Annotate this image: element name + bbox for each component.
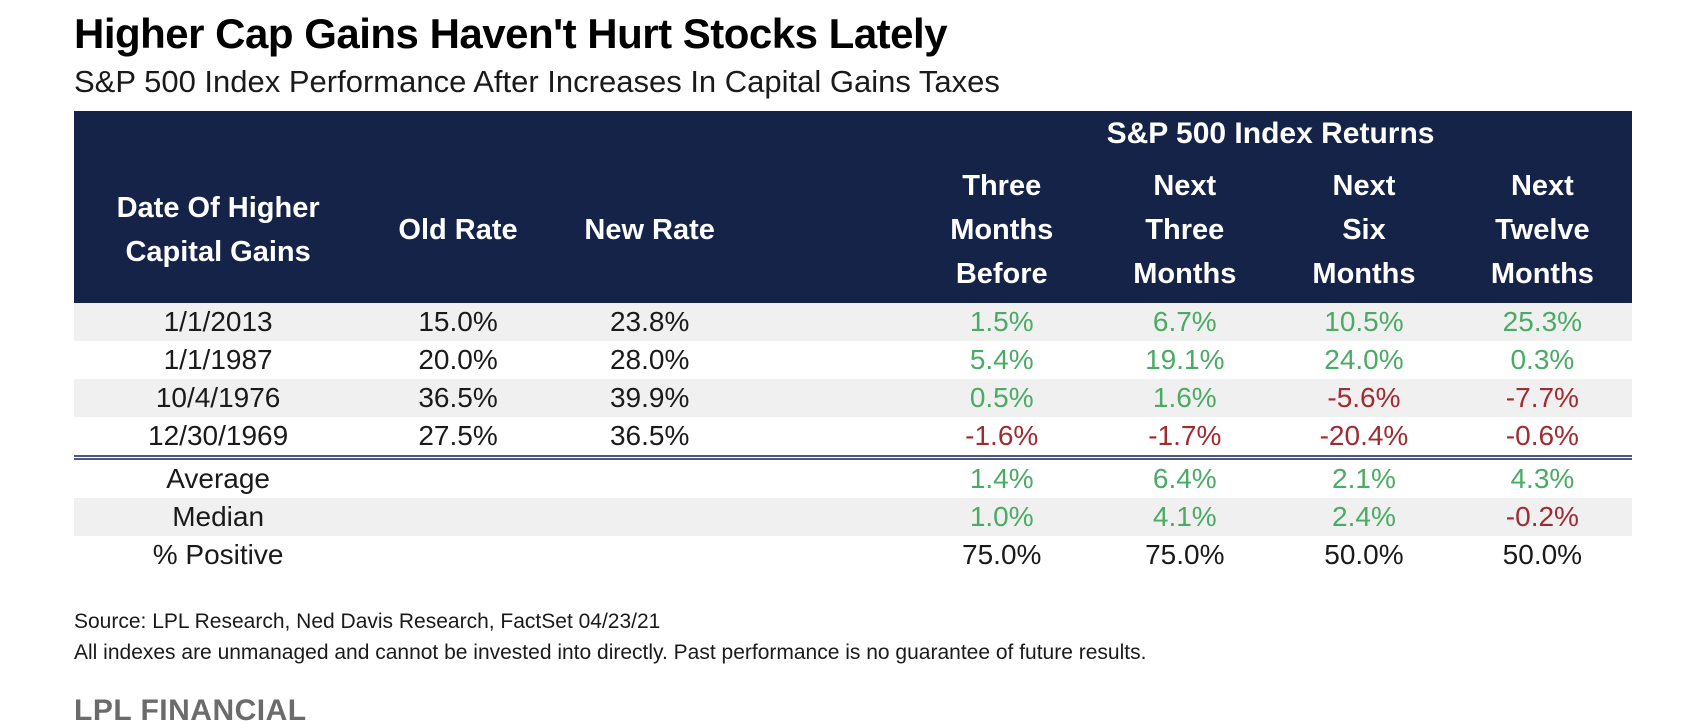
summary-row-pct-positive: % Positive 75.0% 75.0% 50.0% 50.0% [74, 536, 1632, 574]
group-header-spacer [74, 111, 910, 158]
return-cell: -5.6% [1275, 379, 1453, 418]
date-cell: 1/1/2013 [74, 303, 363, 342]
return-cell: 75.0% [962, 539, 1042, 571]
return-cell: -0.2% [1452, 498, 1632, 537]
old-rate-cell: 20.0% [418, 344, 498, 376]
new-rate-cell: 39.9% [553, 379, 746, 418]
return-cell: 1.5% [909, 303, 1095, 342]
return-cell: 75.0% [1145, 539, 1225, 571]
page-title: Higher Cap Gains Haven't Hurt Stocks Lat… [74, 10, 948, 57]
empty-cell [554, 536, 746, 574]
date-cell: 10/4/1976 [74, 379, 363, 418]
summary-label: Average [74, 455, 363, 499]
empty-cell [362, 455, 554, 499]
return-cell: 2.4% [1275, 498, 1453, 537]
return-cell: -7.7% [1452, 379, 1632, 418]
column-header-row: Date Of Higher Capital Gains Old Rate Ne… [74, 157, 1632, 304]
col-header-spacer [745, 157, 910, 304]
table-header: S&P 500 Index Returns Date Of Higher Cap… [74, 111, 1632, 304]
return-cell: -20.4% [1319, 420, 1409, 452]
return-cell: -0.6% [1505, 420, 1579, 452]
spacer-cell [745, 455, 910, 499]
spacer-cell [745, 536, 909, 574]
col-header-date: Date Of Higher Capital Gains [74, 157, 363, 304]
old-rate-cell: 36.5% [362, 379, 554, 418]
lpl-financial-logo: LPL FINANCIAL [74, 694, 307, 728]
return-cell: 1.6% [1094, 379, 1276, 418]
return-cell: 25.3% [1452, 303, 1632, 342]
spacer-cell [745, 379, 910, 418]
return-cell: -1.7% [1148, 420, 1222, 452]
summary-row-average: Average 1.4% 6.4% 2.1% 4.3% [74, 455, 1632, 499]
col-header-new-rate: New Rate [553, 157, 746, 304]
return-cell: 1.4% [909, 455, 1095, 499]
new-rate-cell: 36.5% [609, 420, 690, 452]
col-header-three-months-before: Three Months Before [909, 157, 1095, 304]
return-cell: 1.0% [909, 498, 1095, 537]
spacer-cell [745, 303, 910, 342]
return-cell: 24.0% [1324, 344, 1404, 376]
return-cell: 6.7% [1094, 303, 1276, 342]
spacer-cell [745, 341, 909, 379]
return-cell: 5.4% [969, 344, 1034, 376]
spacer-cell [745, 498, 910, 537]
group-header-cell: S&P 500 Index Returns [909, 111, 1632, 158]
group-header-row: S&P 500 Index Returns [74, 111, 1632, 158]
empty-cell [362, 498, 554, 537]
table-row: 12/30/1969 27.5% 36.5% -1.6% -1.7% -20.4… [74, 417, 1632, 458]
table-row: 10/4/1976 36.5% 39.9% 0.5% 1.6% -5.6% -7… [74, 379, 1632, 418]
summary-label: Median [74, 498, 363, 537]
return-cell: 50.0% [1502, 539, 1583, 571]
returns-table: S&P 500 Index Returns Date Of Higher Cap… [74, 111, 1632, 574]
summary-label: % Positive [152, 539, 284, 571]
date-cell: 1/1/1987 [163, 344, 273, 376]
new-rate-cell: 28.0% [609, 344, 690, 376]
return-cell: 19.1% [1145, 344, 1225, 376]
return-cell: 0.5% [909, 379, 1095, 418]
table-body: 1/1/2013 15.0% 23.8% 1.5% 6.7% 10.5% 25.… [74, 303, 1632, 574]
col-header-next-six-months: Next Six Months [1275, 157, 1453, 304]
return-cell: 4.3% [1452, 455, 1632, 499]
disclaimer-line: All indexes are unmanaged and cannot be … [74, 641, 1147, 665]
empty-cell [362, 536, 554, 574]
return-cell: 10.5% [1275, 303, 1453, 342]
old-rate-cell: 27.5% [418, 420, 498, 452]
return-cell: 0.3% [1510, 344, 1575, 376]
return-cell: -1.6% [965, 420, 1039, 452]
summary-row-median: Median 1.0% 4.1% 2.4% -0.2% [74, 498, 1632, 537]
page-subtitle: S&P 500 Index Performance After Increase… [74, 64, 1000, 100]
table-row: 1/1/2013 15.0% 23.8% 1.5% 6.7% 10.5% 25.… [74, 303, 1632, 342]
return-cell: 6.4% [1094, 455, 1276, 499]
spacer-cell [745, 417, 909, 458]
empty-cell [553, 455, 746, 499]
col-header-old-rate: Old Rate [362, 157, 554, 304]
col-header-next-three-months: Next Three Months [1094, 157, 1276, 304]
source-line: Source: LPL Research, Ned Davis Research… [74, 610, 661, 634]
old-rate-cell: 15.0% [362, 303, 554, 342]
return-cell: 2.1% [1275, 455, 1453, 499]
new-rate-cell: 23.8% [553, 303, 746, 342]
col-header-next-twelve-months: Next Twelve Months [1452, 157, 1632, 304]
return-cell: 4.1% [1094, 498, 1276, 537]
return-cell: 50.0% [1324, 539, 1404, 571]
source-block: Source: LPL Research, Ned Davis Research… [74, 606, 1632, 668]
empty-cell [553, 498, 746, 537]
table-row: 1/1/1987 20.0% 28.0% 5.4% 19.1% 24.0% 0.… [74, 341, 1632, 379]
date-cell: 12/30/1969 [148, 420, 289, 452]
